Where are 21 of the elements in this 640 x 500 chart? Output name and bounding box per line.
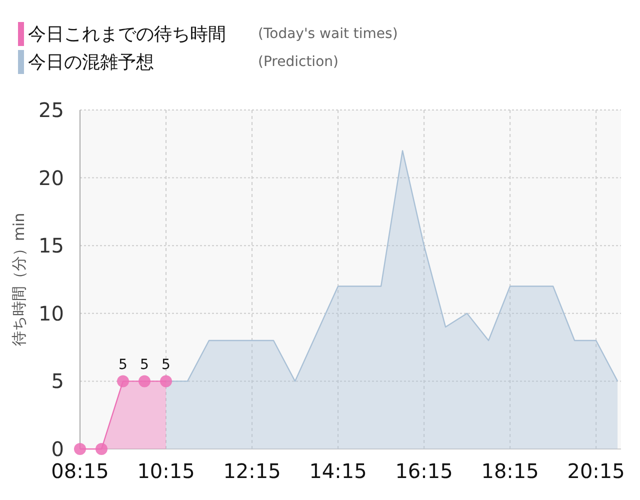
x-tick-label: 12:15 <box>223 459 281 483</box>
x-tick-label: 16:15 <box>395 459 453 483</box>
y-tick-label: 5 <box>51 369 64 394</box>
x-tick-label: 14:15 <box>309 459 367 483</box>
legend-label: 今日の混雑予想 <box>28 52 154 73</box>
data-label: 5 <box>140 357 149 374</box>
x-tick-label: 10:15 <box>137 459 195 483</box>
y-tick-label: 0 <box>51 437 64 461</box>
x-tick-label: 08:15 <box>51 459 109 483</box>
y-tick-label: 25 <box>38 98 64 122</box>
text: (Today's wait times) <box>258 26 398 42</box>
data-label: 5 <box>118 357 128 374</box>
x-tick-label: 18:15 <box>481 459 539 483</box>
y-tick-label: 10 <box>38 301 64 326</box>
data-label: 5 <box>162 357 170 374</box>
y-tick-label: 20 <box>38 166 64 190</box>
x-tick-label: 20:15 <box>567 459 625 483</box>
y-axis-title: 待ち時間（分）min <box>10 212 28 346</box>
legend-label: 今日これまでの待ち時間 <box>28 24 226 45</box>
text: (Prediction) <box>258 54 338 70</box>
y-tick-label: 15 <box>38 234 64 258</box>
